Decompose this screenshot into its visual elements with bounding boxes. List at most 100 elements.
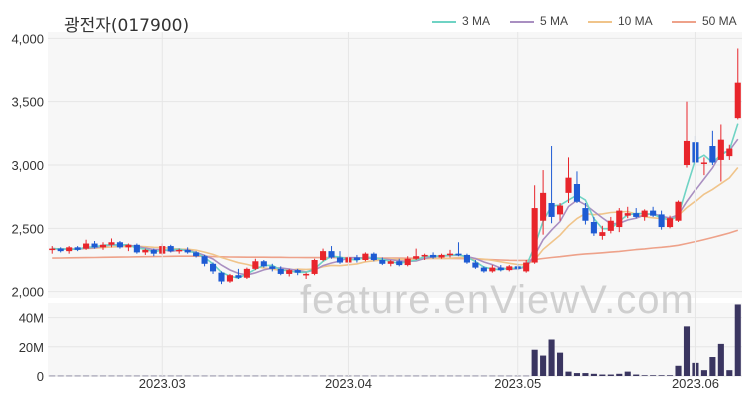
candle-body: [489, 267, 496, 272]
volume-bar: [218, 375, 225, 377]
candle-body: [573, 184, 581, 202]
volume-bar: [260, 375, 267, 377]
volume-bar: [590, 373, 597, 376]
candle-body: [590, 222, 597, 234]
legend-item-ma3: 3 MA: [432, 14, 490, 28]
volume-bar: [523, 375, 530, 377]
volume-bar: [709, 357, 716, 376]
ma50-line: [52, 229, 739, 262]
candle: [49, 246, 56, 254]
price-panel: 4,000 3,500 3,000 2,500 2,000: [11, 31, 742, 300]
candle-body: [379, 260, 386, 264]
x-tick-label: 2023.03: [139, 376, 186, 391]
candle: [641, 209, 648, 221]
candle-body: [548, 203, 555, 217]
candle-body: [150, 249, 157, 254]
candle-body: [218, 272, 225, 282]
candle: [116, 241, 123, 249]
candle-body: [472, 262, 479, 268]
candle-body: [176, 249, 183, 252]
candle-body: [243, 268, 250, 278]
candle: [709, 130, 716, 165]
candle-body: [421, 254, 428, 257]
legend-item-ma10: 10 MA: [588, 14, 653, 28]
candle-body: [700, 162, 707, 164]
ma3-line: [52, 123, 739, 279]
x-axis: 2023.03 2023.04 2023.05 2023.06: [139, 32, 719, 391]
candle-body: [320, 251, 327, 260]
candle-body: [294, 270, 301, 273]
volume-bar: [353, 375, 360, 377]
legend-item-ma5: 5 MA: [510, 14, 568, 28]
candle: [607, 216, 614, 234]
candle: [83, 239, 90, 250]
candle-body: [506, 266, 513, 271]
candle: [489, 265, 496, 273]
candle-body: [184, 249, 191, 253]
candle-body: [480, 267, 487, 272]
volume-bar: [150, 375, 157, 377]
price-tick-label: 2,500: [11, 221, 44, 236]
candle-body: [125, 244, 132, 248]
candle: [269, 263, 276, 272]
volume-bar: [108, 375, 115, 377]
x-tick-label: 2023.06: [672, 376, 719, 391]
volume-bar: [489, 375, 496, 377]
candle: [582, 203, 589, 225]
price-tick-label: 3,000: [11, 158, 44, 173]
candle-body: [633, 213, 640, 217]
candle-body: [286, 270, 293, 274]
candle: [235, 268, 242, 279]
candle-body: [336, 257, 344, 263]
candle: [260, 260, 267, 268]
candle: [167, 244, 174, 253]
volume-bar: [565, 371, 572, 376]
candle: [125, 243, 132, 252]
candle: [480, 266, 487, 273]
candle: [463, 253, 470, 264]
volume-bar: [548, 339, 555, 376]
price-tick-label: 2,000: [11, 285, 44, 300]
candle-body: [438, 254, 445, 258]
candle-body: [362, 253, 369, 260]
candle: [565, 157, 572, 203]
candle: [734, 48, 741, 120]
legend-label-ma50: 50 MA: [702, 14, 737, 28]
volume-bar: [413, 375, 420, 377]
candle: [294, 268, 301, 276]
volume-bar: [556, 352, 564, 376]
candle: [311, 258, 318, 276]
candle-body: [413, 256, 420, 259]
candle-body: [455, 253, 462, 256]
candle-body: [277, 268, 284, 274]
volume-bar: [269, 375, 276, 377]
volume-bar: [311, 375, 318, 377]
candle-body: [303, 273, 310, 276]
candle-body: [658, 214, 665, 228]
volume-bar: [235, 375, 242, 377]
volume-bar: [650, 375, 657, 376]
volume-bar: [506, 375, 513, 377]
volume-bar: [463, 375, 470, 377]
volume-bar: [320, 375, 327, 377]
volume-bar: [472, 375, 479, 377]
candle-body: [641, 210, 648, 217]
candle-body: [599, 232, 606, 236]
candle: [438, 253, 445, 259]
volume-tick-label: 20M: [19, 340, 44, 355]
volume-bar: [404, 375, 411, 377]
volume-bar: [734, 304, 741, 376]
volume-bar: [74, 375, 81, 377]
volume-bar: [497, 375, 504, 377]
candle-body: [523, 262, 530, 272]
candle: [624, 206, 631, 219]
candle: [184, 247, 191, 254]
volume-bar: [616, 373, 623, 376]
candle-body: [650, 210, 657, 216]
volume-bar: [455, 375, 462, 377]
candle-body: [142, 249, 149, 253]
candle-body: [133, 244, 140, 253]
candle-body: [734, 82, 741, 119]
candle: [726, 144, 733, 160]
